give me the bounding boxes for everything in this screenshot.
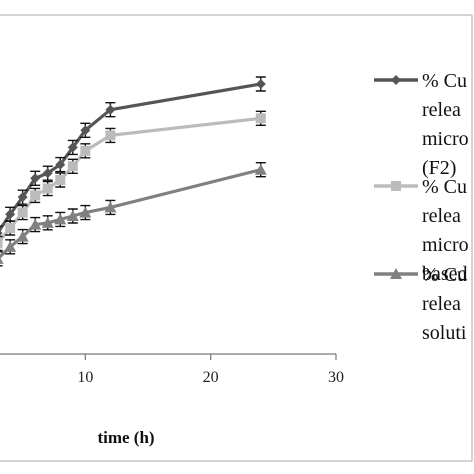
legend-label-line: micro bbox=[422, 234, 469, 256]
legend-entry-1: % Cu relea micro (F2) bbox=[374, 70, 469, 179]
data-point bbox=[0, 257, 4, 264]
legend-marker bbox=[390, 268, 402, 279]
data-point bbox=[104, 201, 117, 213]
data-point bbox=[55, 175, 66, 185]
legend-entry-2: % Cu relea micro based bbox=[374, 176, 469, 285]
legend-label-line: relea bbox=[422, 99, 461, 121]
legend-label-line: (F2) bbox=[422, 157, 456, 179]
x-axis-label: time (h) bbox=[97, 428, 154, 447]
data-point bbox=[66, 210, 79, 221]
data-point bbox=[67, 161, 78, 172]
legend-label-line: % Cu bbox=[422, 70, 467, 92]
data-point bbox=[16, 230, 29, 242]
legend-entry-3: % Cu relea soluti bbox=[374, 264, 467, 344]
data-point bbox=[79, 206, 92, 218]
x-tick-label: 20 bbox=[203, 369, 219, 386]
data-point bbox=[17, 207, 28, 218]
series-3 bbox=[0, 162, 267, 267]
series-line bbox=[0, 168, 262, 259]
error-bar bbox=[0, 235, 3, 252]
data-point bbox=[41, 216, 54, 228]
data-point bbox=[55, 159, 66, 170]
error-bar bbox=[0, 251, 3, 267]
data-point bbox=[54, 213, 67, 225]
series-line bbox=[0, 116, 261, 243]
data-point bbox=[42, 168, 53, 179]
plot-area bbox=[0, 76, 267, 267]
data-point bbox=[80, 125, 91, 136]
legend-label-line: micro bbox=[422, 128, 469, 150]
legend-label-line: relea bbox=[422, 293, 461, 315]
data-point bbox=[254, 163, 267, 175]
legend-label-line: soluti bbox=[422, 322, 467, 344]
data-point bbox=[80, 145, 91, 156]
series-2 bbox=[0, 110, 266, 252]
data-point bbox=[5, 223, 16, 233]
data-point bbox=[17, 192, 28, 203]
legend-label-line: % Cu bbox=[422, 176, 467, 198]
legend-marker bbox=[391, 181, 401, 191]
chart-border bbox=[0, 14, 473, 462]
legend-label-line: % Cu bbox=[422, 264, 467, 286]
data-point bbox=[30, 173, 41, 184]
legend-label-line: relea bbox=[422, 205, 461, 227]
legend-marker bbox=[391, 75, 401, 85]
data-point bbox=[105, 104, 116, 115]
data-point bbox=[0, 238, 3, 249]
x-tick-label: 10 bbox=[77, 369, 93, 386]
data-point bbox=[105, 130, 116, 141]
legend-label-line: based bbox=[422, 263, 468, 285]
series-1 bbox=[0, 76, 266, 241]
data-point bbox=[5, 209, 16, 220]
axes: 10 20 30 bbox=[0, 353, 344, 386]
x-tick-label: 30 bbox=[328, 369, 344, 386]
data-point bbox=[67, 142, 78, 153]
data-point bbox=[0, 230, 3, 236]
data-point bbox=[255, 113, 266, 124]
data-point bbox=[29, 218, 42, 230]
data-point bbox=[30, 190, 41, 201]
data-point bbox=[255, 79, 266, 89]
data-point bbox=[42, 183, 53, 194]
data-point bbox=[4, 240, 17, 252]
